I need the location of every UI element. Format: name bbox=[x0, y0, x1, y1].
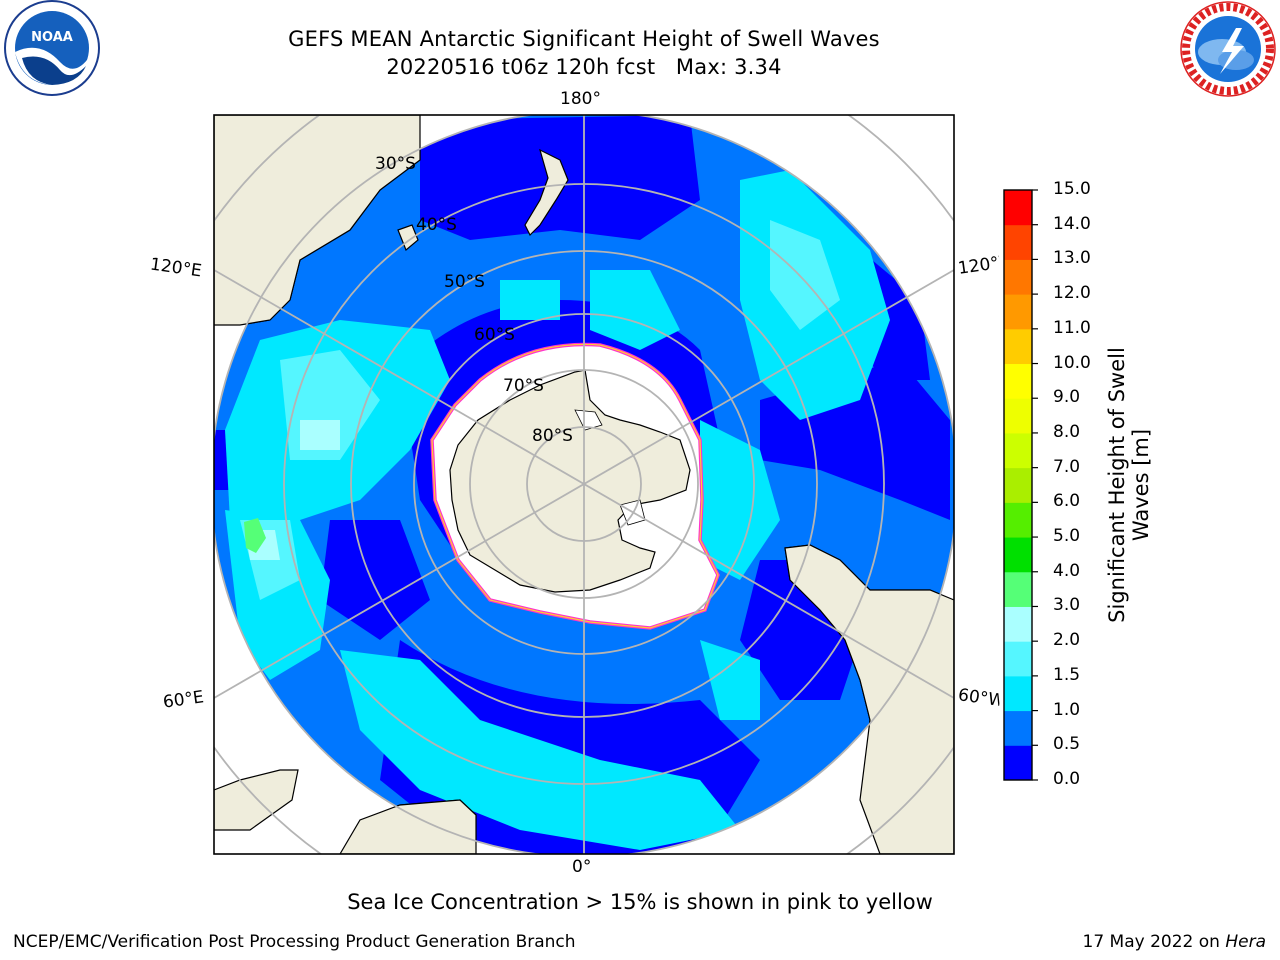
colorbar-tick-label: 10.0 bbox=[1053, 352, 1091, 373]
lat-label-80s: 80°S bbox=[532, 426, 573, 446]
colorbar-segment bbox=[1004, 467, 1032, 503]
colorbar-tick-label: 12.0 bbox=[1053, 283, 1091, 304]
colorbar bbox=[1003, 189, 1038, 781]
colorbar-segment bbox=[1004, 502, 1032, 538]
colorbar-segment bbox=[1004, 571, 1032, 607]
footer-date-text: 17 May 2022 on bbox=[1082, 932, 1226, 952]
colorbar-tick-label: 4.0 bbox=[1053, 560, 1081, 581]
colorbar-segment bbox=[1004, 606, 1032, 642]
colorbar-segment bbox=[1004, 432, 1032, 469]
colorbar-tick-label: 7.0 bbox=[1053, 456, 1081, 477]
colorbar-segment bbox=[1004, 710, 1032, 746]
chart-title: GEFS MEAN Antarctic Significant Height o… bbox=[288, 27, 880, 51]
colorbar-tick-label: 1.5 bbox=[1053, 664, 1081, 685]
colorbar-segment bbox=[1004, 363, 1032, 399]
nws-logo bbox=[1180, 1, 1276, 97]
landmasses-outer bbox=[214, 115, 954, 854]
chart-subtitle: 20220516 t06z 120h fcst Max: 3.34 bbox=[386, 55, 782, 79]
lat-label-60s: 60°S bbox=[474, 325, 515, 345]
lat-label-50s: 50°S bbox=[444, 272, 485, 292]
colorbar-segment bbox=[1004, 259, 1032, 295]
svg-text:NOAA: NOAA bbox=[31, 30, 73, 45]
colorbar-segment bbox=[1004, 190, 1032, 226]
graticule bbox=[214, 115, 954, 854]
colorbar-tick-label: 0.0 bbox=[1053, 769, 1081, 789]
colorbar-segment bbox=[1004, 641, 1032, 677]
colorbar-segment bbox=[1004, 398, 1032, 434]
lat-label-40s: 40°S bbox=[416, 215, 457, 235]
colorbar-tick-label: 8.0 bbox=[1053, 421, 1081, 442]
colorbar-label: Significant Height of Swell Waves [m] bbox=[1105, 347, 1153, 623]
colorbar-tick-label: 14.0 bbox=[1053, 213, 1091, 234]
colorbar-segment bbox=[1004, 224, 1032, 260]
lat-label-70s: 70°S bbox=[503, 376, 544, 396]
lon-label-180: 180° bbox=[560, 89, 601, 109]
sea-ice-note: Sea Ice Concentration > 15% is shown in … bbox=[347, 890, 933, 914]
colorbar-segment bbox=[1004, 745, 1032, 781]
footer-date: 17 May 2022 on Hera bbox=[1083, 932, 1267, 952]
colorbar-tick-label: 15.0 bbox=[1053, 179, 1091, 199]
colorbar-segment bbox=[1004, 675, 1032, 712]
colorbar-tick-label: 3.0 bbox=[1053, 595, 1081, 616]
lon-label-0: 0° bbox=[572, 857, 592, 877]
colorbar-segment bbox=[1004, 328, 1032, 365]
lat-labels: 30°S 40°S 50°S 60°S 70°S 80°S bbox=[375, 154, 573, 446]
antarctica bbox=[449, 369, 691, 593]
colorbar-segment bbox=[1004, 537, 1032, 573]
colorbar-tick-label: 13.0 bbox=[1053, 248, 1091, 269]
colorbar-tick-label: 6.0 bbox=[1053, 491, 1081, 512]
footer-host: Hera bbox=[1225, 932, 1266, 952]
colorbar-tick-label: 11.0 bbox=[1053, 317, 1091, 338]
colorbar-tick-label: 9.0 bbox=[1053, 387, 1081, 408]
colorbar-segment bbox=[1004, 294, 1032, 330]
colorbar-tick-label: 5.0 bbox=[1053, 526, 1081, 547]
noaa-logo: NOAA bbox=[4, 0, 100, 96]
colorbar-tick-label: 2.0 bbox=[1053, 630, 1081, 651]
colorbar-frame bbox=[1003, 189, 1033, 781]
footer-credit: NCEP/EMC/Verification Post Processing Pr… bbox=[13, 932, 576, 952]
colorbar-tick-label: 0.5 bbox=[1053, 734, 1081, 755]
lat-label-30s: 30°S bbox=[375, 154, 416, 174]
colorbar-tick-label: 1.0 bbox=[1053, 699, 1081, 720]
